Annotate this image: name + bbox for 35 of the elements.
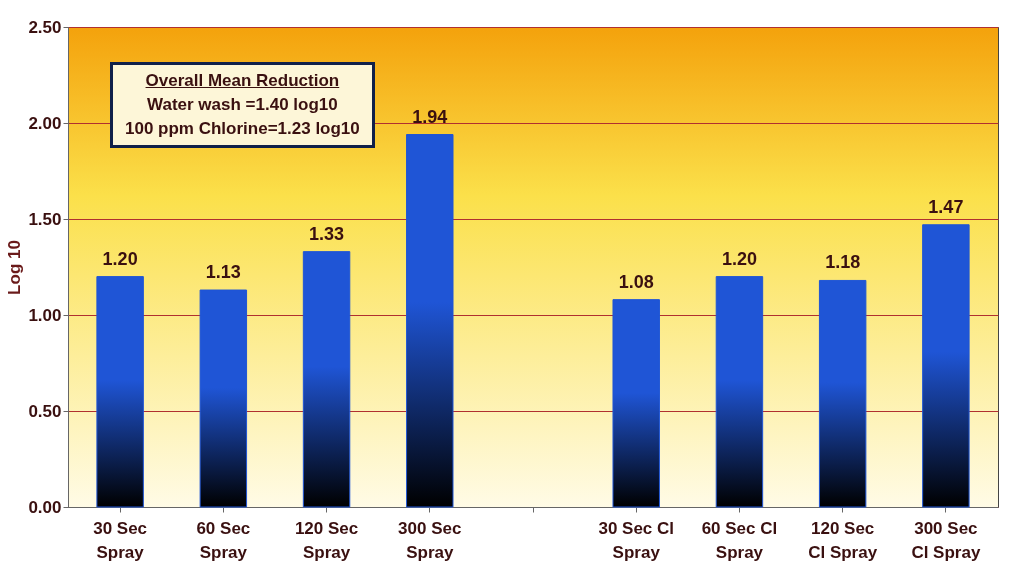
x-tick-label: 300 Sec Cl Spray	[911, 518, 981, 562]
x-tick-label: 60 Sec Cl Spray	[701, 518, 778, 562]
data-label: 1.47	[928, 196, 964, 217]
annotation: 100 ppm Chlorine=1.23 log10	[125, 118, 360, 140]
x-tick-label: 60 Sec Spray	[196, 518, 251, 562]
data-label: 1.08	[618, 271, 654, 292]
bar	[922, 224, 970, 508]
x-tick-label: 30 Sec Cl Spray	[598, 518, 675, 562]
y-tick-label: 0.00	[28, 497, 62, 517]
y-tick-label: 1.00	[28, 305, 62, 325]
x-tick-label: 120 Sec Cl Spray	[808, 518, 878, 562]
annotation: Overall Mean Reduction	[144, 70, 341, 92]
y-tick-label: 1.50	[28, 209, 62, 229]
note-box: Overall Mean Reduction Water wash =1.40 log10 100 ppm Chlorine=1.23 log10	[110, 62, 375, 148]
y-tick-label: 2.50	[28, 17, 62, 37]
y-tick-label: 2.00	[28, 113, 62, 133]
y-tick-label: 0.50	[28, 401, 62, 421]
x-tick-label: 30 Sec Spray	[93, 518, 148, 562]
data-label: 1.94	[412, 106, 448, 127]
data-label: 1.33	[309, 223, 345, 244]
data-label: 1.18	[825, 252, 861, 273]
bar	[96, 276, 144, 508]
bar	[715, 276, 764, 508]
bar	[818, 279, 867, 508]
data-label: 1.13	[205, 262, 241, 283]
x-tick-label: 120 Sec Spray	[294, 518, 359, 562]
x-tick-label: 300 Sec Spray	[398, 518, 462, 562]
y-axis-title: Log 10	[5, 240, 25, 295]
bar	[406, 134, 454, 508]
bar	[612, 299, 660, 508]
bar	[302, 251, 351, 508]
annotation: Water wash =1.40 log10	[146, 94, 339, 116]
data-label: 1.20	[102, 248, 138, 269]
bar	[199, 289, 248, 508]
data-label: 1.20	[721, 248, 757, 269]
